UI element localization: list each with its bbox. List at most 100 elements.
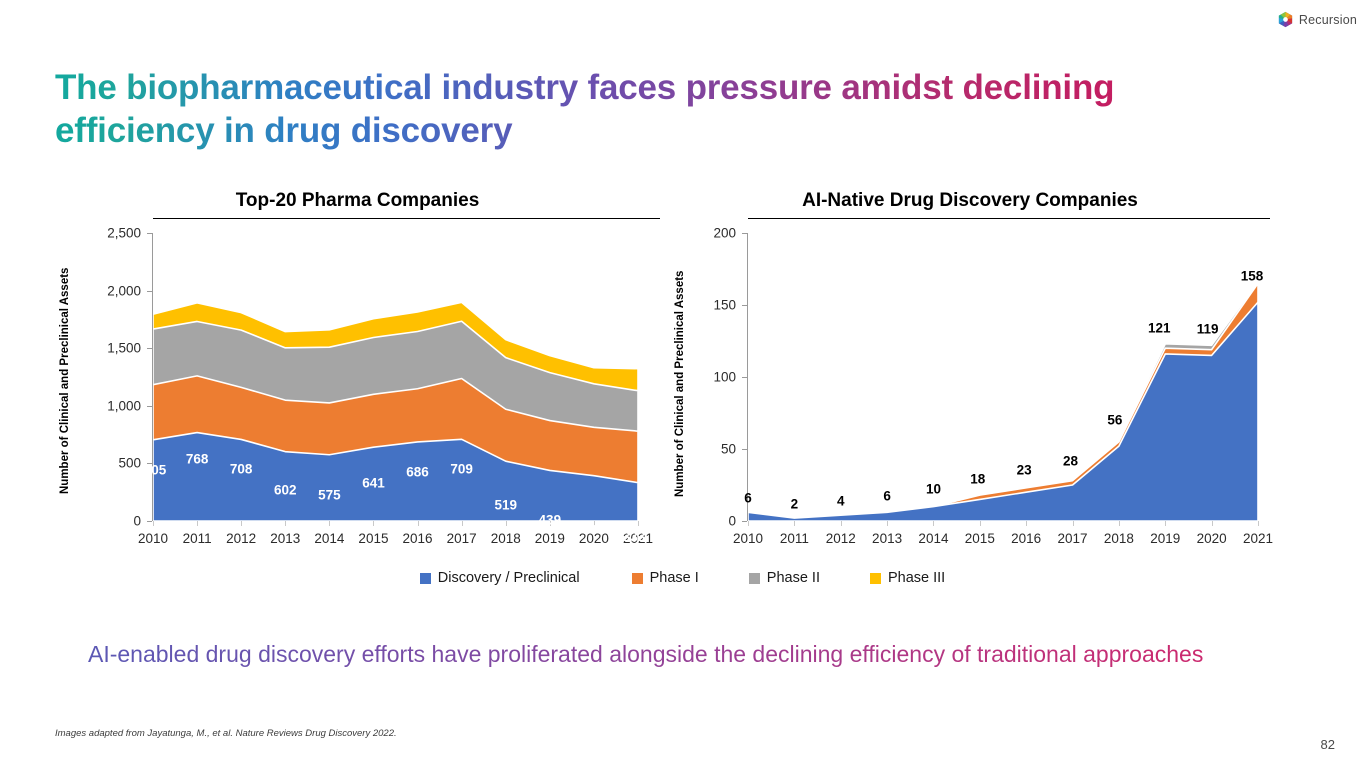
data-label: 2: [790, 496, 799, 512]
x-tick-label: 2021: [622, 531, 654, 546]
x-tick-mark: [593, 521, 595, 526]
y-tick-label: 1,000: [107, 398, 141, 414]
x-tick-mark: [505, 521, 507, 526]
y-tick-mark: [147, 463, 152, 465]
y-axis-line: [152, 233, 153, 521]
x-tick-mark: [1211, 521, 1213, 526]
x-tick-label: 2016: [1011, 531, 1042, 546]
legend-item[interactable]: Discovery / Preclinical: [419, 570, 580, 586]
x-tick-mark: [887, 521, 889, 526]
legend-swatch-icon: [869, 572, 881, 584]
data-label: 28: [1063, 453, 1079, 469]
data-label: 393: [582, 522, 606, 538]
y-tick-mark: [742, 521, 747, 522]
y-tick-label: 50: [720, 441, 736, 457]
y-tick-label: 500: [118, 455, 141, 471]
data-label: 6: [744, 490, 752, 506]
brand-name: Recursion: [1298, 12, 1357, 27]
x-tick-label: 2014: [314, 531, 345, 546]
x-tick-mark: [1118, 521, 1120, 526]
plot-area: Number of Clinical and Preclinical Asset…: [55, 219, 660, 549]
y-tick-label: 200: [713, 225, 736, 241]
takeaway-text: AI-enabled drug discovery efforts have p…: [88, 640, 1288, 669]
legend-swatch-icon: [748, 572, 760, 584]
chart-title: Top-20 Pharma Companies: [235, 190, 480, 211]
y-tick-label: 1,500: [107, 340, 141, 356]
chart-ai-native: AI-Native Drug Discovery Companies Numbe…: [670, 190, 1274, 549]
x-tick-label: 2014: [918, 531, 949, 546]
data-label: 686: [406, 464, 429, 480]
x-tick-label: 2018: [1103, 531, 1134, 546]
x-tick-mark: [329, 521, 331, 526]
x-tick-mark: [241, 521, 243, 526]
legend-swatch-icon: [631, 572, 643, 584]
data-label: 23: [1016, 462, 1032, 478]
y-tick-mark: [147, 348, 152, 350]
chart-title-rule: [748, 218, 1270, 219]
x-tick-mark: [794, 521, 796, 526]
x-tick-mark: [197, 521, 199, 526]
data-label: 56: [1107, 412, 1123, 428]
data-label: 121: [1148, 320, 1171, 336]
x-tick-label: 2013: [270, 531, 301, 546]
x-tick-mark: [1072, 521, 1074, 526]
charts-container: Top-20 Pharma Companies Number of Clinic…: [0, 190, 1365, 600]
data-label: 768: [185, 451, 209, 467]
y-tick-label: 2,000: [107, 283, 141, 299]
x-tick-mark: [1165, 521, 1167, 526]
x-tick-mark: [417, 521, 419, 526]
legend-label: Discovery / Preclinical: [437, 570, 580, 586]
y-tick-label: 0: [133, 513, 141, 529]
legend-label: Phase II: [766, 570, 820, 586]
area-series-0: [152, 431, 639, 522]
x-tick-mark: [285, 521, 287, 526]
chart-title-rule: [153, 218, 660, 219]
data-label: 18: [970, 471, 986, 487]
page-number: 82: [1320, 737, 1335, 752]
legend-item[interactable]: Phase II: [748, 570, 820, 586]
y-tick-mark: [147, 233, 152, 234]
x-tick-mark: [748, 521, 749, 526]
x-tick-label: 2012: [825, 531, 856, 546]
y-tick-mark: [742, 233, 747, 234]
x-tick-mark: [933, 521, 935, 526]
y-tick-label: 2,500: [107, 225, 141, 241]
data-label: 708: [229, 461, 253, 477]
data-label: 333: [622, 529, 646, 545]
page-title: The biopharmaceutical industry faces pre…: [55, 67, 1175, 152]
y-tick-mark: [147, 405, 152, 407]
y-tick-label: 150: [713, 297, 736, 313]
recursion-hexagon-logo-icon: [1278, 11, 1293, 28]
legend-swatch-icon: [419, 572, 431, 584]
data-label: 6: [883, 488, 891, 504]
legend-item[interactable]: Phase III: [869, 570, 945, 586]
x-tick-label: 2017: [1057, 531, 1088, 546]
x-tick-label: 2013: [872, 531, 903, 546]
x-tick-mark: [1026, 521, 1028, 526]
data-label: 158: [1240, 268, 1264, 284]
data-label: 709: [450, 461, 473, 477]
brand-logo: Recursion: [1277, 11, 1357, 28]
x-tick-label: 2021: [1242, 531, 1274, 546]
x-tick-mark: [373, 521, 375, 526]
y-tick-mark: [147, 290, 152, 292]
x-tick-mark: [638, 521, 639, 526]
data-label: 519: [494, 497, 517, 513]
y-tick-mark: [742, 305, 747, 306]
data-label: 575: [318, 487, 341, 503]
x-tick-mark: [549, 521, 551, 526]
x-tick-label: 2015: [358, 531, 389, 546]
x-tick-label: 2020: [578, 531, 609, 546]
data-label: 641: [362, 475, 385, 491]
chart-top20-pharma: Top-20 Pharma Companies Number of Clinic…: [55, 190, 660, 549]
footnote-source: Images adapted from Jayatunga, M., et al…: [55, 728, 397, 739]
x-tick-label: 2011: [779, 531, 809, 546]
area-series-0: [747, 301, 1259, 522]
x-tick-label: 2020: [1196, 531, 1227, 546]
data-label: 439: [538, 512, 562, 528]
y-tick-mark: [742, 449, 747, 450]
legend-item[interactable]: Phase I: [631, 570, 699, 586]
data-label: 119: [1196, 321, 1219, 337]
x-tick-mark: [153, 521, 154, 526]
